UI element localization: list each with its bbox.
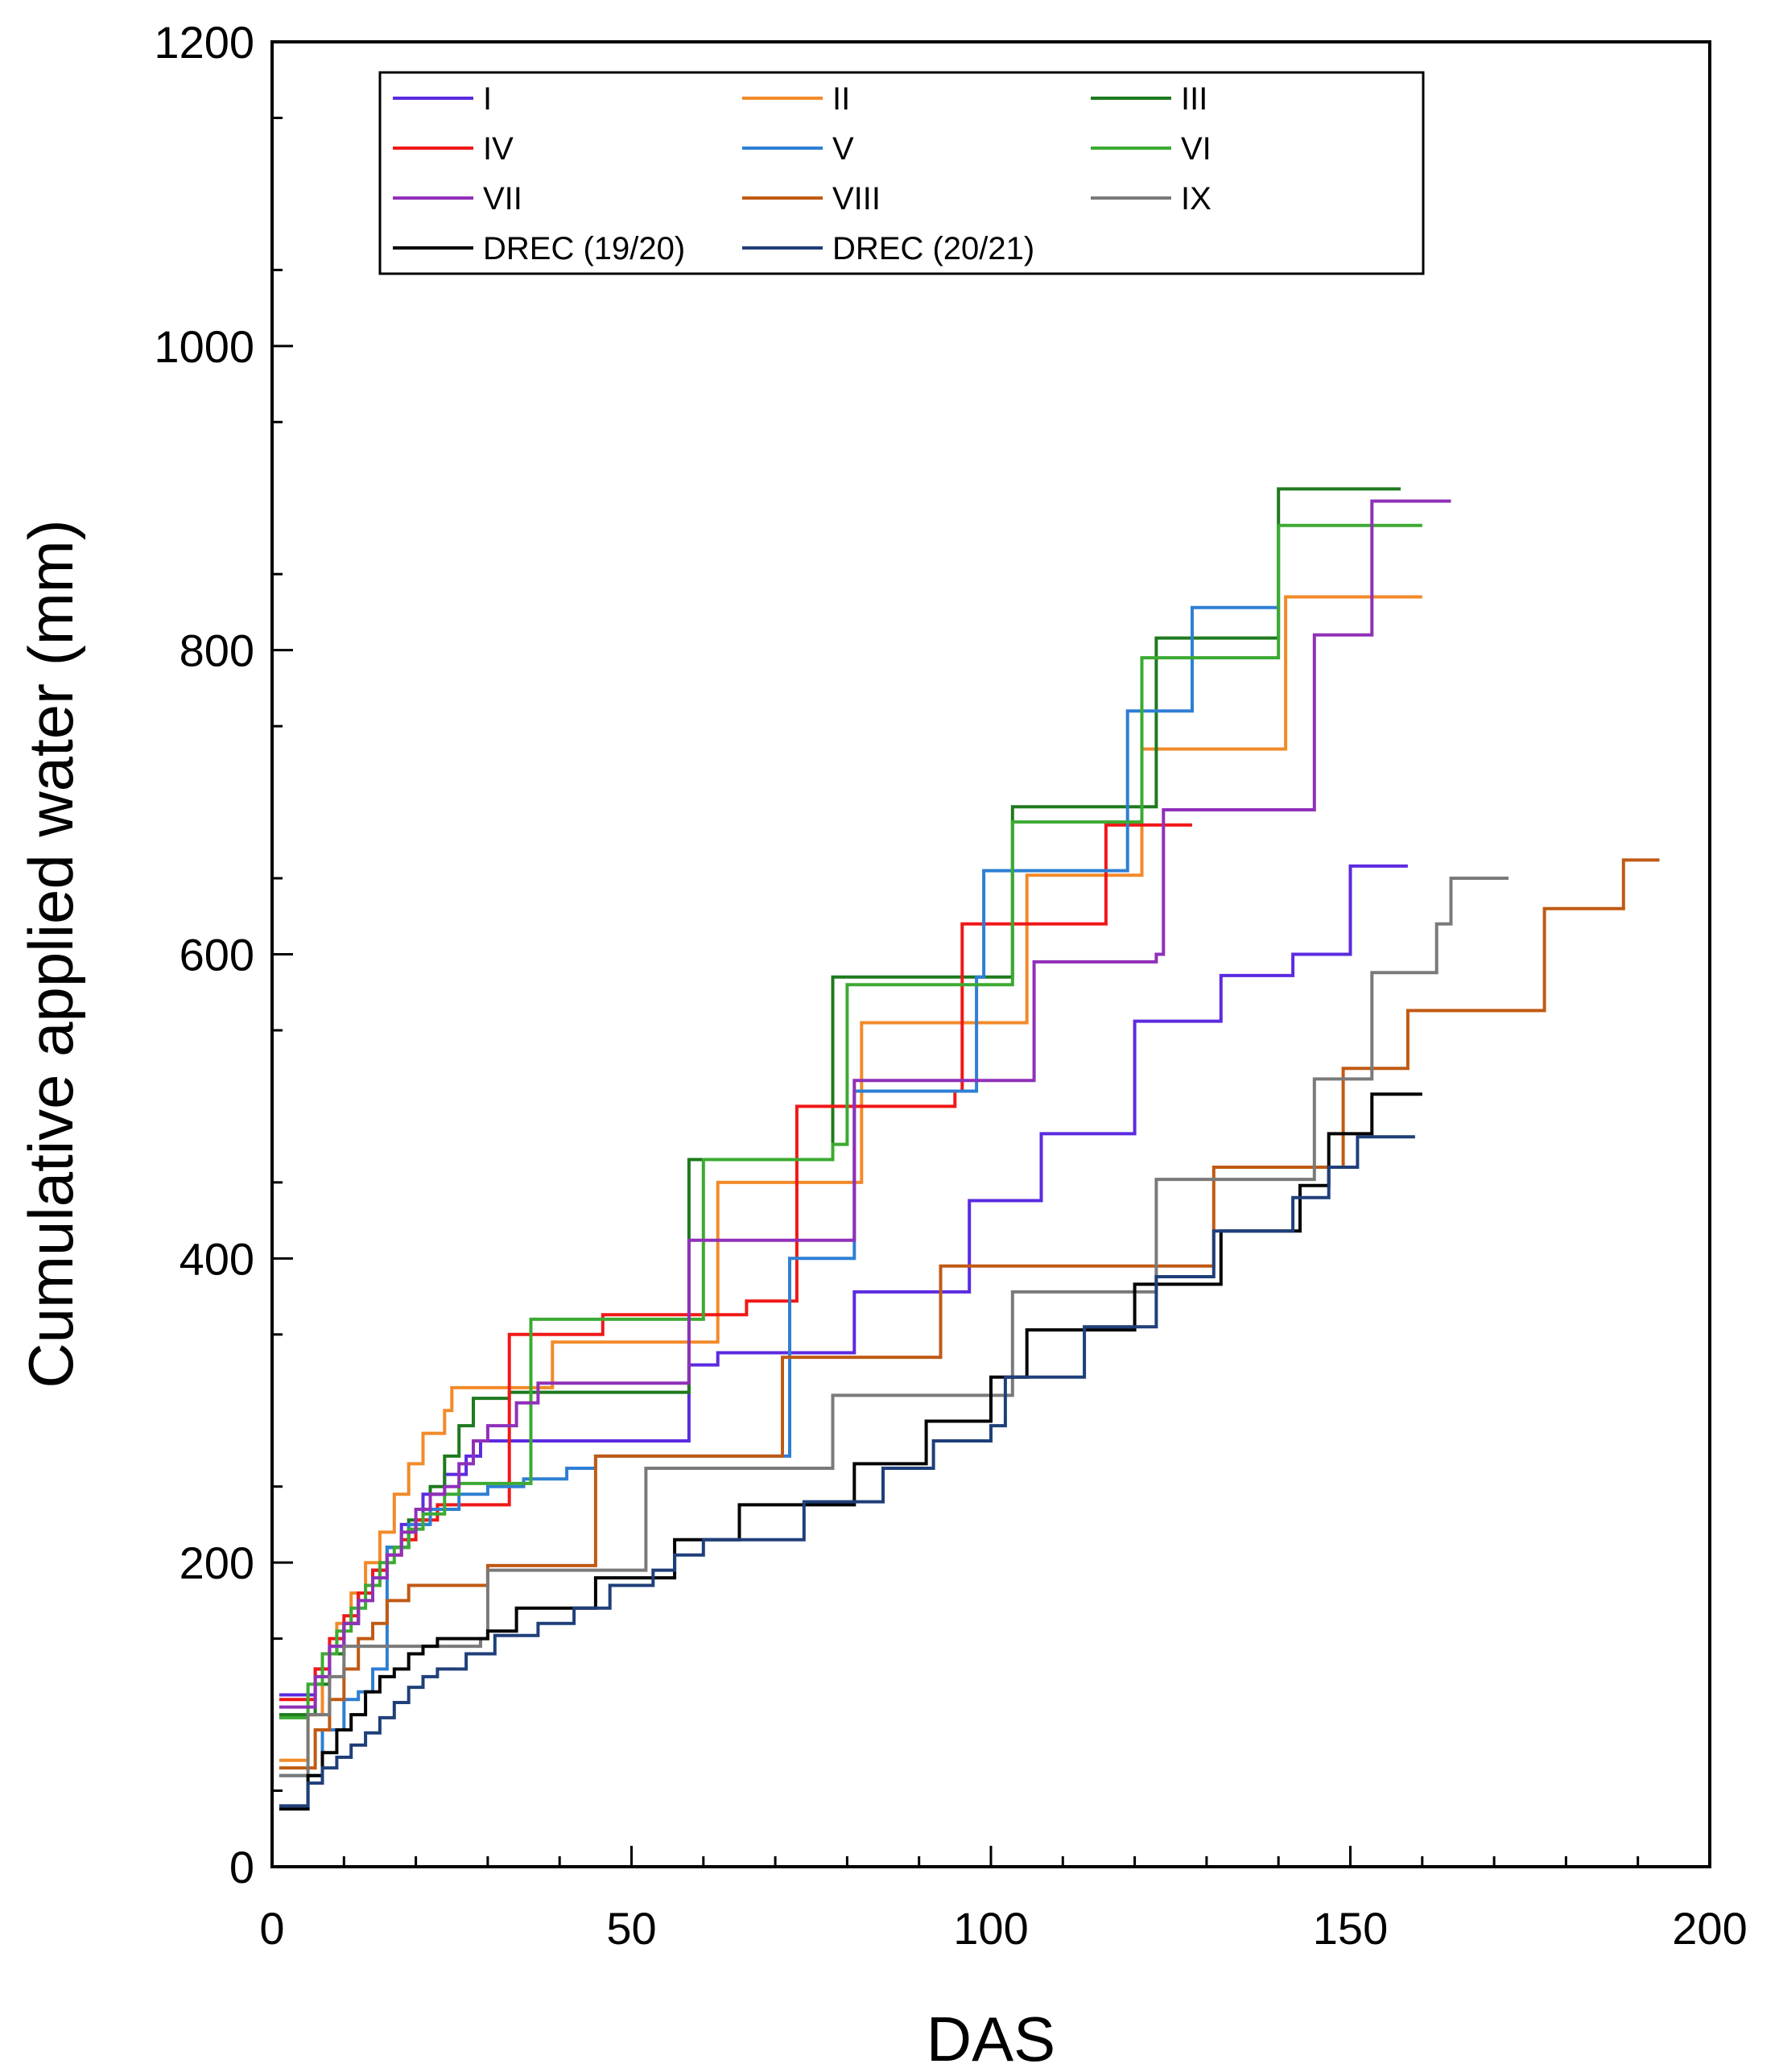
x-tick-label: 0: [259, 1903, 284, 1954]
legend-label-6: VII: [483, 181, 522, 217]
x-tick-label: 100: [953, 1903, 1028, 1954]
series-line-7: [279, 858, 1660, 1770]
y-tick-label: 600: [180, 930, 254, 980]
x-axis-title: DAS: [927, 2004, 1055, 2072]
legend-label-7: VIII: [832, 181, 881, 217]
y-axis-title: Cumulative applied water (mm): [15, 519, 86, 1388]
legend-label-4: V: [832, 131, 854, 167]
series-line-10: [279, 1135, 1415, 1808]
y-tick-label: 200: [180, 1537, 254, 1588]
legend-label-2: III: [1181, 81, 1207, 117]
series-line-8: [279, 877, 1509, 1777]
y-tick-label: 800: [180, 625, 254, 676]
legend-label-1: II: [832, 81, 850, 117]
tick-layer: 0 200 400 600 800 1000 1200 0 50 100 150 200: [154, 17, 1747, 1954]
y-tick-label: 1200: [154, 17, 254, 68]
series-line-6: [279, 499, 1451, 1709]
y-tick-label: 400: [180, 1233, 254, 1284]
x-tick-label: 150: [1313, 1903, 1388, 1954]
x-tick-label: 200: [1672, 1903, 1747, 1954]
legend-label-8: IX: [1181, 181, 1211, 217]
series-line-1: [279, 595, 1422, 1762]
series-line-4: [279, 605, 1279, 1777]
series-layer: [279, 487, 1660, 1811]
y-tick-label: 1000: [154, 321, 254, 372]
legend-label-3: IV: [483, 131, 514, 167]
legend-label-10: DREC (20/21): [832, 231, 1034, 266]
legend-label-5: VI: [1181, 131, 1211, 167]
x-tick-label: 50: [606, 1903, 656, 1954]
legend-label-0: I: [483, 81, 492, 117]
legend-box: [378, 71, 1425, 275]
legend-label-9: DREC (19/20): [483, 231, 685, 266]
y-tick-label: 0: [229, 1842, 254, 1892]
